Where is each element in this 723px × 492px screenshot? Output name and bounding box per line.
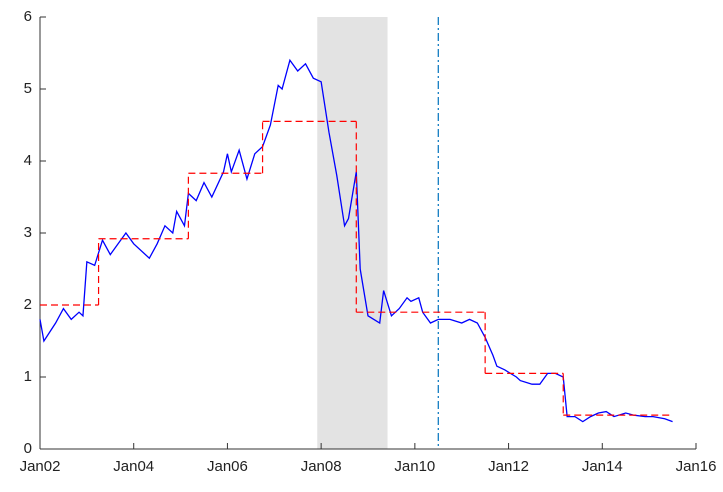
y-tick-label: 6	[24, 8, 32, 25]
y-tick-label: 2	[24, 296, 32, 313]
x-tick-label: Jan10	[394, 458, 435, 475]
y-tick-label: 4	[24, 152, 32, 169]
x-tick-label: Jan08	[301, 458, 342, 475]
x-tick-label: Jan12	[488, 458, 529, 475]
y-tick-label: 1	[24, 368, 32, 385]
x-tick-label: Jan16	[676, 458, 717, 475]
y-tick-label: 5	[24, 80, 32, 97]
y-tick-label: 0	[24, 440, 32, 457]
x-tick-label: Jan04	[113, 458, 154, 475]
x-tick-label: Jan06	[207, 458, 248, 475]
shaded-region	[317, 17, 388, 449]
x-tick-label: Jan02	[20, 458, 61, 475]
y-tick-label: 3	[24, 224, 32, 241]
x-tick-label: Jan14	[582, 458, 623, 475]
